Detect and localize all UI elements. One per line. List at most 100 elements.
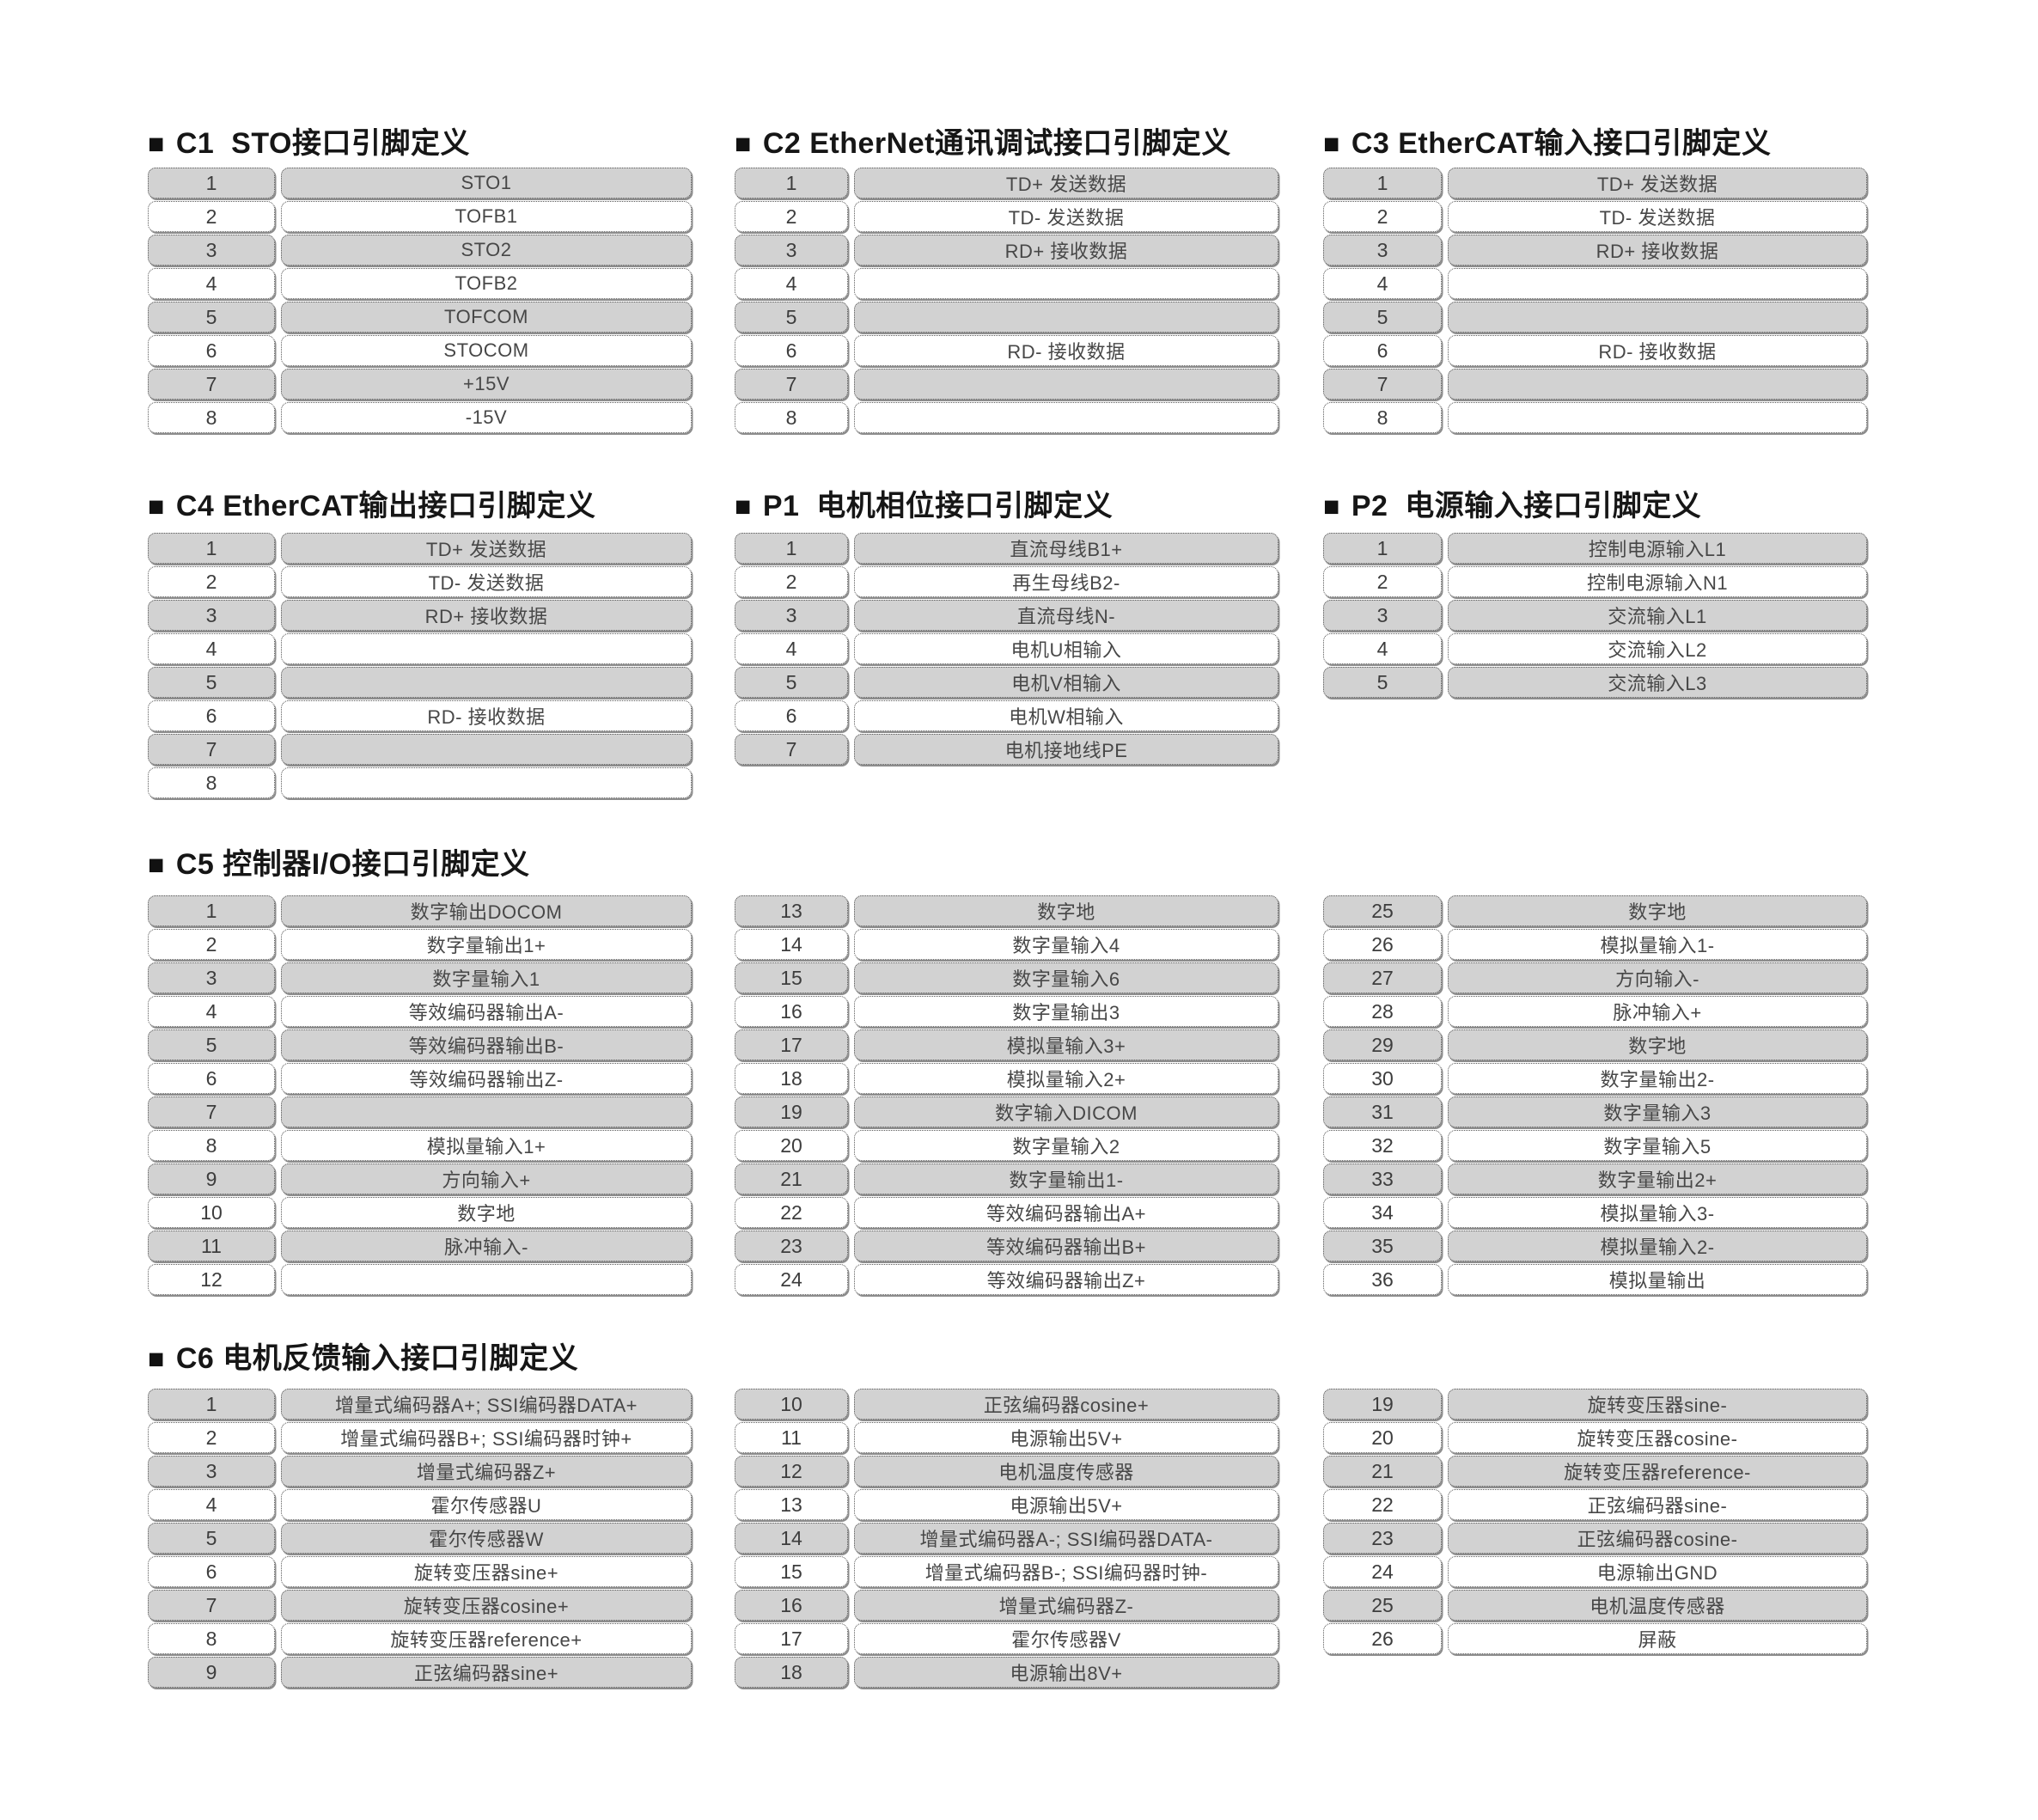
pin-row: 4 交流输入L2 — [1323, 633, 1867, 664]
pin-number-cell: 4 — [1323, 268, 1442, 299]
pin-number-cell: 5 — [1323, 667, 1442, 698]
pin-number-cell: 7 — [148, 734, 275, 765]
pin-row: 17 模拟量输入3+ — [735, 1029, 1278, 1060]
pin-desc-cell: 电机温度传感器 — [854, 1456, 1278, 1487]
pin-row: 8 -15V — [148, 402, 692, 433]
pin-table-c6-3: 19 旋转变压器sine- 20 旋转变压器cosine- 21 旋转变压器referen… — [1323, 1389, 1867, 1657]
pin-row: 2 增量式编码器B+; SSI编码器时钟+ — [148, 1422, 692, 1453]
pin-number-cell: 6 — [735, 335, 848, 366]
pin-desc-cell — [854, 369, 1278, 400]
pin-desc-cell: 数字输入DICOM — [854, 1096, 1278, 1127]
pin-number-cell: 22 — [1323, 1489, 1442, 1520]
pin-number-cell: 24 — [1323, 1556, 1442, 1587]
pin-desc-cell: +15V — [281, 369, 692, 400]
pin-number-cell: 10 — [148, 1197, 275, 1228]
pin-desc-cell: 等效编码器输出B- — [281, 1029, 692, 1060]
pin-number-cell: 6 — [148, 700, 275, 731]
pin-row: 1 增量式编码器A+; SSI编码器DATA+ — [148, 1389, 692, 1420]
pin-number-cell: 2 — [148, 566, 275, 597]
pin-desc-cell: 直流母线B1+ — [854, 533, 1278, 564]
pin-desc-cell: 数字量输入4 — [854, 929, 1278, 960]
pin-row: 2 数字量输出1+ — [148, 929, 692, 960]
pin-number-cell: 11 — [735, 1422, 848, 1453]
pin-desc-cell: 电机U相输入 — [854, 633, 1278, 664]
section-title-c4: ■ C4 EtherCAT输出接口引脚定义 — [148, 488, 596, 524]
pin-row: 5 — [1323, 302, 1867, 333]
pin-number-cell: 7 — [1323, 369, 1442, 400]
section-marker-icon: ■ — [735, 128, 752, 159]
pin-number-cell: 18 — [735, 1063, 848, 1094]
pin-table-c4: 1 TD+ 发送数据 2 TD- 发送数据 3 RD+ 接收数据 4 5 6 RD- 接收数据 7 8 — [148, 533, 692, 801]
pin-table-p2: 1 控制电源输入L1 2 控制电源输入N1 3 交流输入L1 4 交流输入L2 5 交流输入L3 — [1323, 533, 1867, 700]
pin-number-cell: 7 — [735, 734, 848, 765]
pin-row: 3 STO2 — [148, 235, 692, 266]
pin-desc-cell: 等效编码器输出A+ — [854, 1197, 1278, 1228]
pin-desc-cell: 脉冲输入+ — [1448, 996, 1867, 1027]
pin-row: 26 屏蔽 — [1323, 1623, 1867, 1654]
pin-desc-cell: 数字量输入2 — [854, 1130, 1278, 1161]
pin-number-cell: 2 — [735, 201, 848, 232]
pin-row: 8 模拟量输入1+ — [148, 1130, 692, 1161]
pin-desc-cell: 交流输入L2 — [1448, 633, 1867, 664]
pin-row: 5 电机V相输入 — [735, 667, 1278, 698]
pin-row: 5 等效编码器输出B- — [148, 1029, 692, 1060]
pin-desc-cell: 增量式编码器B-; SSI编码器时钟- — [854, 1556, 1278, 1587]
pin-number-cell: 16 — [735, 1590, 848, 1621]
pin-row: 32 数字量输入5 — [1323, 1130, 1867, 1161]
pin-number-cell: 22 — [735, 1197, 848, 1228]
pin-row: 6 电机W相输入 — [735, 700, 1278, 731]
pin-desc-cell: STO1 — [281, 168, 692, 198]
pin-number-cell: 5 — [148, 1029, 275, 1060]
pin-row: 7 电机接地线PE — [735, 734, 1278, 765]
pin-row: 35 模拟量输入2- — [1323, 1231, 1867, 1261]
pin-desc-cell: 模拟量输入2- — [1448, 1231, 1867, 1261]
pin-number-cell: 3 — [148, 962, 275, 993]
pin-number-cell: 5 — [1323, 302, 1442, 333]
pin-row: 6 STOCOM — [148, 335, 692, 366]
pin-number-cell: 13 — [735, 895, 848, 926]
pin-number-cell: 4 — [735, 268, 848, 299]
pin-row: 14 数字量输入4 — [735, 929, 1278, 960]
pin-desc-cell — [281, 1264, 692, 1295]
pin-number-cell: 23 — [1323, 1523, 1442, 1554]
pin-row: 8 — [735, 402, 1278, 433]
pin-number-cell: 1 — [148, 895, 275, 926]
pin-number-cell: 8 — [148, 1623, 275, 1654]
pin-number-cell: 8 — [148, 767, 275, 798]
pin-row: 1 直流母线B1+ — [735, 533, 1278, 564]
pin-desc-cell: 数字量输入3 — [1448, 1096, 1867, 1127]
pin-row: 5 — [148, 667, 692, 698]
pin-desc-cell: 电机接地线PE — [854, 734, 1278, 765]
section-marker-icon: ■ — [148, 849, 165, 880]
pin-desc-cell: TD- 发送数据 — [1448, 201, 1867, 232]
pin-number-cell: 29 — [1323, 1029, 1442, 1060]
pin-desc-cell: TD+ 发送数据 — [281, 533, 692, 564]
pin-number-cell: 6 — [735, 700, 848, 731]
section-marker-icon: ■ — [148, 1343, 165, 1374]
pin-number-cell: 7 — [148, 369, 275, 400]
pin-row: 9 正弦编码器sine+ — [148, 1657, 692, 1688]
pin-row: 2 TD- 发送数据 — [148, 566, 692, 597]
pin-desc-cell: RD- 接收数据 — [854, 335, 1278, 366]
section-marker-icon: ■ — [148, 128, 165, 159]
pin-row: 6 等效编码器输出Z- — [148, 1063, 692, 1094]
pin-desc-cell: RD+ 接收数据 — [281, 600, 692, 631]
pin-desc-cell — [1448, 402, 1867, 433]
pin-number-cell: 5 — [735, 667, 848, 698]
pin-row: 2 TD- 发送数据 — [735, 201, 1278, 232]
section-title-c6: ■ C6 电机反馈输入接口引脚定义 — [148, 1341, 578, 1377]
pin-row: 4 霍尔传感器U — [148, 1489, 692, 1520]
pin-row: 4 等效编码器输出A- — [148, 996, 692, 1027]
pin-row: 12 — [148, 1264, 692, 1295]
section-title-c3: ■ C3 EtherCAT输入接口引脚定义 — [1323, 125, 1772, 162]
pin-number-cell: 12 — [148, 1264, 275, 1295]
pin-number-cell: 7 — [148, 1590, 275, 1621]
pin-row: 1 TD+ 发送数据 — [148, 533, 692, 564]
pin-number-cell: 8 — [148, 402, 275, 433]
pin-desc-cell — [1448, 369, 1867, 400]
pin-desc-cell: 数字量输入5 — [1448, 1130, 1867, 1161]
pin-row: 3 RD+ 接收数据 — [735, 235, 1278, 266]
pin-number-cell: 8 — [735, 402, 848, 433]
pin-desc-cell: 模拟量输入3- — [1448, 1197, 1867, 1228]
pin-number-cell: 4 — [148, 633, 275, 664]
